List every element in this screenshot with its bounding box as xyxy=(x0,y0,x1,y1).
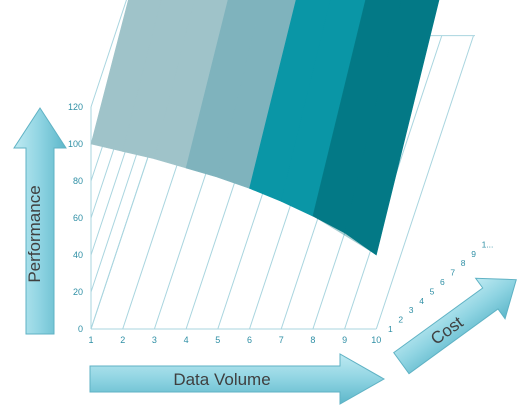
z-tick-label: 5 xyxy=(430,286,435,296)
y-tick-label: 0 xyxy=(78,324,83,334)
z-tick-label: 1... xyxy=(482,239,494,249)
x-tick-label: 8 xyxy=(310,335,315,345)
y-tick-label: 20 xyxy=(73,287,83,297)
z-tick-label: 2 xyxy=(398,315,403,325)
surface-plot xyxy=(90,0,440,256)
z-tick-label: 7 xyxy=(450,268,455,278)
x-tick-label: 9 xyxy=(342,335,347,345)
x-tick-label: 3 xyxy=(152,335,157,345)
gridline-left-120 xyxy=(90,0,127,108)
surface-patch-7 xyxy=(280,0,366,217)
surface-patch-8 xyxy=(312,0,402,234)
y-tick-label: 80 xyxy=(73,176,83,186)
surface-shade xyxy=(312,0,440,255)
cost-axis-arrow: Cost xyxy=(393,277,517,375)
performance-axis-arrow: Performance xyxy=(13,107,67,335)
surface-patch-4 xyxy=(185,0,263,178)
x-tick-label: 5 xyxy=(215,335,220,345)
x-tick-label: 10 xyxy=(371,335,381,345)
data-volume-axis-arrow: Data Volume xyxy=(89,353,386,405)
z-tick-label: 6 xyxy=(440,277,445,287)
y-tick-label: 120 xyxy=(68,102,83,112)
x-tick-label: 6 xyxy=(247,335,252,345)
gridline-floor-10 xyxy=(375,35,474,330)
surface-patch-9 xyxy=(344,0,440,256)
x-tick-label: 2 xyxy=(120,335,125,345)
surface-patch-6 xyxy=(249,0,331,202)
data-volume-axis-label: Data Volume xyxy=(173,370,270,389)
x-tick-label: 7 xyxy=(279,335,284,345)
z-tick-label: 1 xyxy=(388,324,393,334)
z-tick-label: 9 xyxy=(471,249,476,259)
surface-patch-5 xyxy=(217,0,297,189)
z-tick-label: 8 xyxy=(461,258,466,268)
surface-patch-1 xyxy=(90,0,162,152)
performance-axis-label: Performance xyxy=(25,185,44,282)
surface-patch-3 xyxy=(154,0,229,169)
y-tick-label: 60 xyxy=(73,213,83,223)
x-tick-label: 1 xyxy=(88,335,93,345)
y-tick-label: 100 xyxy=(68,139,83,149)
z-tick-label: 4 xyxy=(419,296,424,306)
x-tick-label: 4 xyxy=(184,335,189,345)
z-tick-label: 3 xyxy=(409,305,414,315)
y-tick-label: 40 xyxy=(73,250,83,260)
surface-patch-2 xyxy=(122,0,195,160)
